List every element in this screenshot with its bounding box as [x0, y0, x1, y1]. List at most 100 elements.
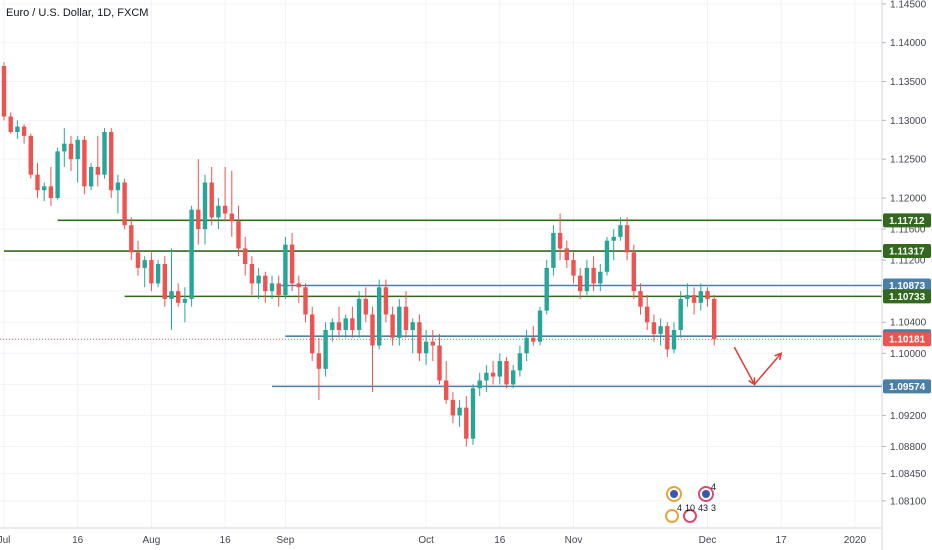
price-tick-label: 1.11200: [890, 256, 926, 267]
price-tick-label: 1.10000: [890, 349, 927, 360]
candle-body: [68, 143, 74, 160]
candle-body: [222, 205, 228, 214]
candle-body: [42, 186, 47, 191]
price-tick-label: 1.14500: [890, 0, 927, 10]
candle-body: [437, 345, 442, 381]
candle-body: [651, 322, 657, 334]
candle-body: [504, 361, 509, 385]
candle-body: [363, 298, 368, 315]
chart-grid: [0, 0, 882, 528]
candle-body: [330, 322, 335, 330]
candle-body: [162, 264, 167, 299]
projection-arrow[interactable]: [733, 346, 783, 386]
candle-body: [269, 283, 275, 292]
candle-body: [135, 252, 141, 268]
price-tick-label: 1.12500: [890, 155, 927, 166]
candle-body: [698, 291, 703, 303]
time-tick-label: 16: [220, 535, 232, 546]
candle-body: [155, 264, 161, 284]
candle-body: [370, 314, 375, 346]
candle-body: [564, 248, 569, 261]
price-tick-label: 1.14000: [890, 38, 927, 49]
candle-body: [544, 267, 549, 311]
time-tick-label: 16: [72, 535, 84, 546]
candle-body: [484, 372, 489, 381]
candle-body: [109, 132, 114, 191]
event-badges[interactable]: 4 4 10 43 3: [665, 482, 716, 523]
candle-body: [571, 260, 576, 276]
candle-body: [397, 306, 402, 338]
candle-body: [417, 322, 422, 354]
price-tick-label: 1.10400: [890, 318, 927, 329]
candle-body: [28, 135, 33, 175]
candle-body: [202, 182, 208, 230]
candle-body: [102, 132, 107, 175]
candle-body: [578, 275, 583, 292]
price-tick-label: 1.13000: [890, 116, 927, 127]
time-tick-label: Jul: [0, 535, 10, 546]
event-badge-1-globe-icon: [670, 490, 678, 498]
candle-body: [511, 370, 516, 385]
candle-body: [691, 295, 697, 303]
candle-body: [403, 306, 409, 330]
candle-body: [444, 380, 449, 400]
candle-body: [263, 275, 268, 292]
price-tick-label: 1.08100: [890, 496, 927, 507]
candle-body: [470, 388, 476, 439]
price-tick-label: 1.12000: [890, 194, 927, 205]
level-price-tag-label: 1.10733: [889, 292, 926, 303]
candle-body: [169, 291, 174, 299]
candle-body: [129, 225, 134, 253]
candle-body: [678, 298, 683, 330]
candle-body: [1, 66, 7, 117]
price-axis[interactable]: 1.14500 1.14000 1.13500 1.13000 1.12500 1.120…: [881, 0, 932, 550]
candle-body: [611, 236, 616, 241]
candle-body: [48, 186, 54, 198]
candle-body: [410, 322, 415, 330]
event-badge-count: 43: [698, 503, 708, 513]
projection-arrow-path[interactable]: [733, 346, 782, 386]
price-tick-label: 1.11600: [890, 225, 926, 236]
arrow-head-down: [748, 377, 756, 386]
event-badge-4[interactable]: [683, 509, 697, 523]
candle-body: [88, 166, 94, 187]
candle-body: [182, 298, 188, 303]
candle-body: [658, 326, 663, 334]
level-price-tag-label: 1.09574: [889, 382, 926, 393]
event-badge-count: 4: [677, 503, 682, 513]
candle-body: [75, 139, 80, 160]
candle-body: [383, 287, 389, 315]
candle-body: [196, 209, 201, 230]
candle-body: [256, 275, 261, 284]
candle-body: [537, 310, 543, 342]
candle-body: [296, 283, 301, 288]
price-tick-label: 1.08450: [890, 469, 927, 480]
arrow-head-up: [774, 352, 783, 361]
candle-body: [624, 225, 630, 253]
event-badge-3[interactable]: [665, 509, 679, 523]
candle-body: [638, 291, 643, 307]
candle-body: [189, 209, 194, 299]
candle-body: [517, 353, 523, 371]
event-badge-count: 3: [711, 503, 716, 513]
level-price-tag-label: 1.10873: [889, 281, 926, 292]
level-price-tag: [883, 278, 931, 293]
time-tick-label: Oct: [418, 535, 434, 546]
candle-body: [591, 267, 596, 284]
candle-body: [531, 337, 536, 342]
level-price-tag-label: 1.11317: [889, 247, 925, 258]
candle-body: [303, 287, 308, 315]
candle-body: [82, 139, 87, 187]
candle-body: [685, 295, 690, 299]
candle-body: [229, 213, 234, 222]
candle-body: [377, 287, 382, 346]
candle-body: [310, 314, 315, 354]
time-axis[interactable]: Jul 16 Aug 16 Sep Oct 16 Nov Dec 17 2020: [0, 527, 882, 546]
time-tick-label: Dec: [699, 535, 717, 546]
candle-body: [490, 372, 496, 377]
event-badge-count: 10: [685, 503, 695, 513]
candle-body: [21, 126, 27, 136]
candle-body: [464, 407, 469, 439]
candle-body: [645, 306, 650, 323]
